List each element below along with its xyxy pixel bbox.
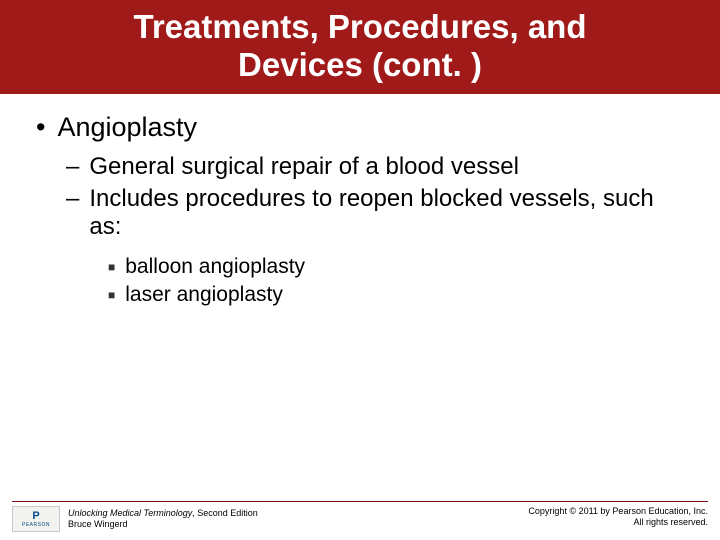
title-bar: Treatments, Procedures, and Devices (con…	[0, 0, 720, 94]
title-line-1: Treatments, Procedures, and	[134, 8, 587, 45]
bullet-level-2: – General surgical repair of a blood ves…	[66, 153, 684, 181]
bullet-level-3: ■ balloon angioplasty	[108, 255, 684, 279]
sub-sub-point: balloon angioplasty	[125, 255, 305, 279]
bullet-level-2: – Includes procedures to reopen blocked …	[66, 185, 684, 241]
bullet-level-3: ■ laser angioplasty	[108, 283, 684, 307]
pearson-p-icon: P	[32, 511, 39, 522]
pearson-logo: P PEARSON	[12, 506, 60, 532]
footer-row: P PEARSON Unlocking Medical Terminology,…	[12, 506, 708, 532]
sub-sub-point: laser angioplasty	[125, 283, 283, 307]
content-area: • Angioplasty – General surgical repair …	[0, 94, 720, 307]
copyright-line-2: All rights reserved.	[633, 517, 708, 527]
book-title: Unlocking Medical Terminology	[68, 508, 192, 518]
bullet-dash-icon: –	[66, 185, 79, 241]
footer-left: P PEARSON Unlocking Medical Terminology,…	[12, 506, 258, 532]
footer-rule	[12, 501, 708, 502]
pearson-wordmark: PEARSON	[22, 523, 50, 528]
slide: Treatments, Procedures, and Devices (con…	[0, 0, 720, 540]
book-edition: , Second Edition	[192, 508, 258, 518]
footer-right: Copyright © 2011 by Pearson Education, I…	[528, 506, 708, 529]
sub-point: General surgical repair of a blood vesse…	[89, 153, 519, 181]
footer-credits: Unlocking Medical Terminology, Second Ed…	[68, 508, 258, 531]
slide-title: Treatments, Procedures, and Devices (con…	[134, 8, 587, 84]
bullet-dash-icon: –	[66, 153, 79, 181]
bullet-square-icon: ■	[108, 288, 115, 312]
term-heading: Angioplasty	[57, 112, 197, 143]
bullet-level-1: • Angioplasty	[36, 112, 684, 143]
copyright-line-1: Copyright © 2011 by Pearson Education, I…	[528, 506, 708, 516]
sub-point: Includes procedures to reopen blocked ve…	[89, 185, 684, 241]
footer: P PEARSON Unlocking Medical Terminology,…	[0, 495, 720, 540]
spacer	[36, 245, 684, 255]
bullet-dot-icon: •	[36, 112, 45, 143]
title-line-2: Devices (cont. )	[238, 46, 482, 83]
bullet-square-icon: ■	[108, 260, 115, 284]
book-author: Bruce Wingerd	[68, 519, 128, 529]
